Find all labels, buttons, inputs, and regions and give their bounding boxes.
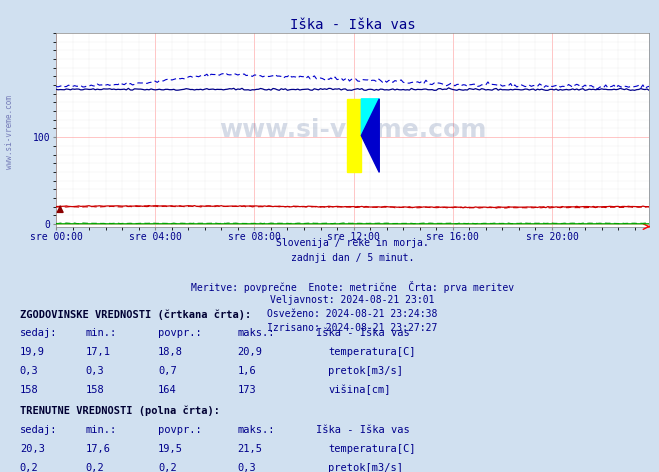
Text: 17,1: 17,1 — [86, 347, 111, 357]
Text: Veljavnost: 2024-08-21 23:01: Veljavnost: 2024-08-21 23:01 — [270, 295, 435, 305]
Text: 164: 164 — [158, 385, 177, 395]
Text: 173: 173 — [237, 385, 256, 395]
Text: 158: 158 — [20, 385, 38, 395]
Text: temperatura[C]: temperatura[C] — [328, 444, 416, 454]
Text: 0,2: 0,2 — [86, 463, 104, 472]
Title: Iška - Iška vas: Iška - Iška vas — [290, 18, 415, 32]
Text: Iška - Iška vas: Iška - Iška vas — [316, 328, 410, 338]
Text: 18,8: 18,8 — [158, 347, 183, 357]
Text: 20,3: 20,3 — [20, 444, 45, 454]
Text: zadnji dan / 5 minut.: zadnji dan / 5 minut. — [291, 253, 415, 262]
Text: maks.:: maks.: — [237, 425, 275, 435]
Text: Iška - Iška vas: Iška - Iška vas — [316, 425, 410, 435]
Text: 158: 158 — [86, 385, 104, 395]
Text: 0,3: 0,3 — [237, 463, 256, 472]
Text: 1,6: 1,6 — [237, 366, 256, 376]
Text: 0,7: 0,7 — [158, 366, 177, 376]
Text: sedaj:: sedaj: — [20, 425, 57, 435]
Text: temperatura[C]: temperatura[C] — [328, 347, 416, 357]
Text: Slovenija / reke in morja.: Slovenija / reke in morja. — [276, 238, 429, 248]
Text: 19,9: 19,9 — [20, 347, 45, 357]
Text: pretok[m3/s]: pretok[m3/s] — [328, 463, 403, 472]
Text: www.si-vreme.com: www.si-vreme.com — [219, 118, 486, 142]
Text: povpr.:: povpr.: — [158, 425, 202, 435]
Polygon shape — [361, 99, 380, 172]
Text: ZGODOVINSKE VREDNOSTI (črtkana črta):: ZGODOVINSKE VREDNOSTI (črtkana črta): — [20, 309, 251, 320]
Text: sedaj:: sedaj: — [20, 328, 57, 338]
Bar — [347, 99, 361, 172]
Text: TRENUTNE VREDNOSTI (polna črta):: TRENUTNE VREDNOSTI (polna črta): — [20, 406, 219, 416]
Text: min.:: min.: — [86, 328, 117, 338]
Text: 17,6: 17,6 — [86, 444, 111, 454]
Text: www.si-vreme.com: www.si-vreme.com — [5, 95, 14, 169]
Text: 0,3: 0,3 — [86, 366, 104, 376]
Text: 0,2: 0,2 — [20, 463, 38, 472]
Text: maks.:: maks.: — [237, 328, 275, 338]
Text: višina[cm]: višina[cm] — [328, 385, 391, 395]
Text: povpr.:: povpr.: — [158, 328, 202, 338]
Text: 21,5: 21,5 — [237, 444, 262, 454]
Text: min.:: min.: — [86, 425, 117, 435]
Text: Osveženo: 2024-08-21 23:24:38: Osveženo: 2024-08-21 23:24:38 — [268, 309, 438, 319]
Text: 0,3: 0,3 — [20, 366, 38, 376]
Text: Izrisano: 2024-08-21 23:27:27: Izrisano: 2024-08-21 23:27:27 — [268, 323, 438, 333]
Text: 20,9: 20,9 — [237, 347, 262, 357]
Text: 19,5: 19,5 — [158, 444, 183, 454]
Text: 0,2: 0,2 — [158, 463, 177, 472]
Polygon shape — [361, 99, 380, 135]
Text: Meritve: povprečne  Enote: metrične  Črta: prva meritev: Meritve: povprečne Enote: metrične Črta:… — [191, 281, 514, 293]
Text: pretok[m3/s]: pretok[m3/s] — [328, 366, 403, 376]
